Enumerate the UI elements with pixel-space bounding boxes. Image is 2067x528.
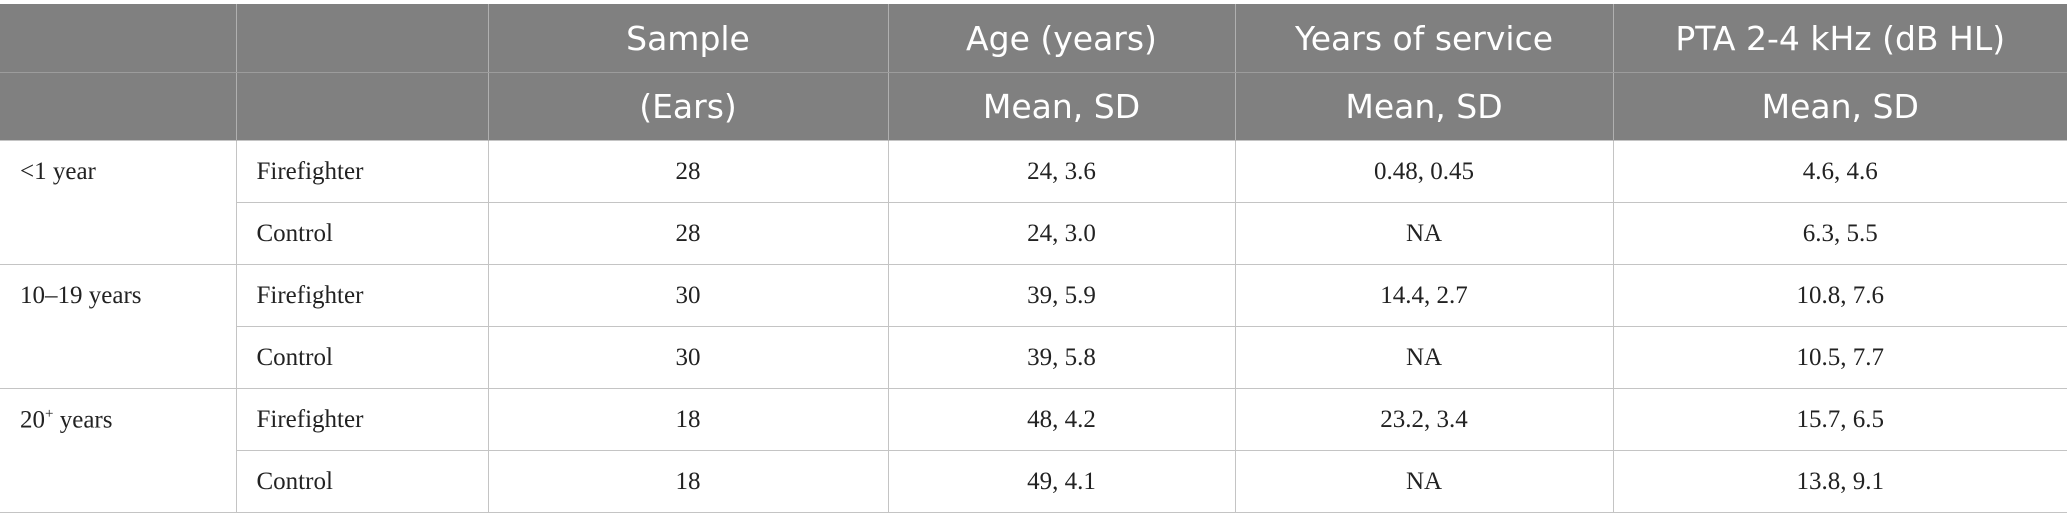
pta-value: 10.8, 7.6 [1612, 264, 2067, 327]
table-row: 10–19 years Firefighter 30 39, 5.9 14.4,… [0, 264, 2067, 389]
age-value: 48, 4.2 [887, 388, 1236, 451]
pta-value: 15.7, 6.5 [1612, 388, 2067, 451]
table-row: <1 year Firefighter 28 24, 3.6 0.48, 0.4… [0, 140, 2067, 265]
header-pta: PTA 2-4 kHz (dB HL) [1612, 4, 2067, 73]
subject-type: Control [235, 326, 489, 389]
age-value: 24, 3.6 [887, 140, 1236, 203]
group-label-superscript: + [45, 406, 54, 422]
header-row-2: (Ears) Mean, SD Mean, SD Mean, SD [0, 72, 2067, 141]
data-table: Sample Age (years) Years of service PTA … [0, 4, 2067, 513]
age-value: 24, 3.0 [887, 202, 1236, 265]
service-value: 0.48, 0.45 [1234, 140, 1614, 203]
pta-value: 10.5, 7.7 [1612, 326, 2067, 389]
header-sample-unit: (Ears) [487, 72, 888, 141]
subject-type: Firefighter [235, 140, 489, 203]
pta-value: 6.3, 5.5 [1612, 202, 2067, 265]
header-sample: Sample [487, 4, 888, 73]
sample-value: 28 [487, 202, 889, 265]
header-age-stat: Mean, SD [887, 72, 1235, 141]
service-value: 14.4, 2.7 [1234, 264, 1614, 327]
header-pta-stat: Mean, SD [1612, 72, 2067, 141]
service-value: NA [1234, 326, 1614, 389]
service-value: NA [1234, 202, 1614, 265]
age-value: 39, 5.9 [887, 264, 1236, 327]
age-value: 49, 4.1 [887, 450, 1236, 513]
service-value: 23.2, 3.4 [1234, 388, 1614, 451]
table-row: Control 18 49, 4.1 NA 13.8, 9.1 [0, 450, 2067, 513]
group-label: 10–19 years [0, 264, 237, 389]
table-row: 20+ years Firefighter 18 48, 4.2 23.2, 3… [0, 388, 2067, 513]
group-label: <1 year [0, 140, 237, 265]
service-value: NA [1234, 450, 1614, 513]
header-age: Age (years) [887, 4, 1235, 73]
subject-type: Control [235, 202, 489, 265]
sample-value: 18 [487, 388, 889, 451]
group-label: 20+ years [0, 388, 237, 513]
subject-type: Control [235, 450, 489, 513]
sample-value: 30 [487, 326, 889, 389]
sample-value: 18 [487, 450, 889, 513]
pta-value: 4.6, 4.6 [1612, 140, 2067, 203]
sample-value: 28 [487, 140, 889, 203]
table-row: Control 30 39, 5.8 NA 10.5, 7.7 [0, 326, 2067, 389]
pta-value: 13.8, 9.1 [1612, 450, 2067, 513]
header-cell [0, 72, 236, 141]
sample-value: 30 [487, 264, 889, 327]
header-cell [235, 72, 488, 141]
header-years-of-service: Years of service [1234, 4, 1613, 73]
header-row-1: Sample Age (years) Years of service PTA … [0, 4, 2067, 73]
group-label-number: 20 [20, 406, 45, 434]
header-cell [235, 4, 488, 73]
header-cell [0, 4, 236, 73]
subject-type: Firefighter [235, 388, 489, 451]
table-row: Control 28 24, 3.0 NA 6.3, 5.5 [0, 202, 2067, 265]
subject-type: Firefighter [235, 264, 489, 327]
age-value: 39, 5.8 [887, 326, 1236, 389]
group-label-suffix: years [53, 406, 113, 434]
header-service-stat: Mean, SD [1234, 72, 1613, 141]
